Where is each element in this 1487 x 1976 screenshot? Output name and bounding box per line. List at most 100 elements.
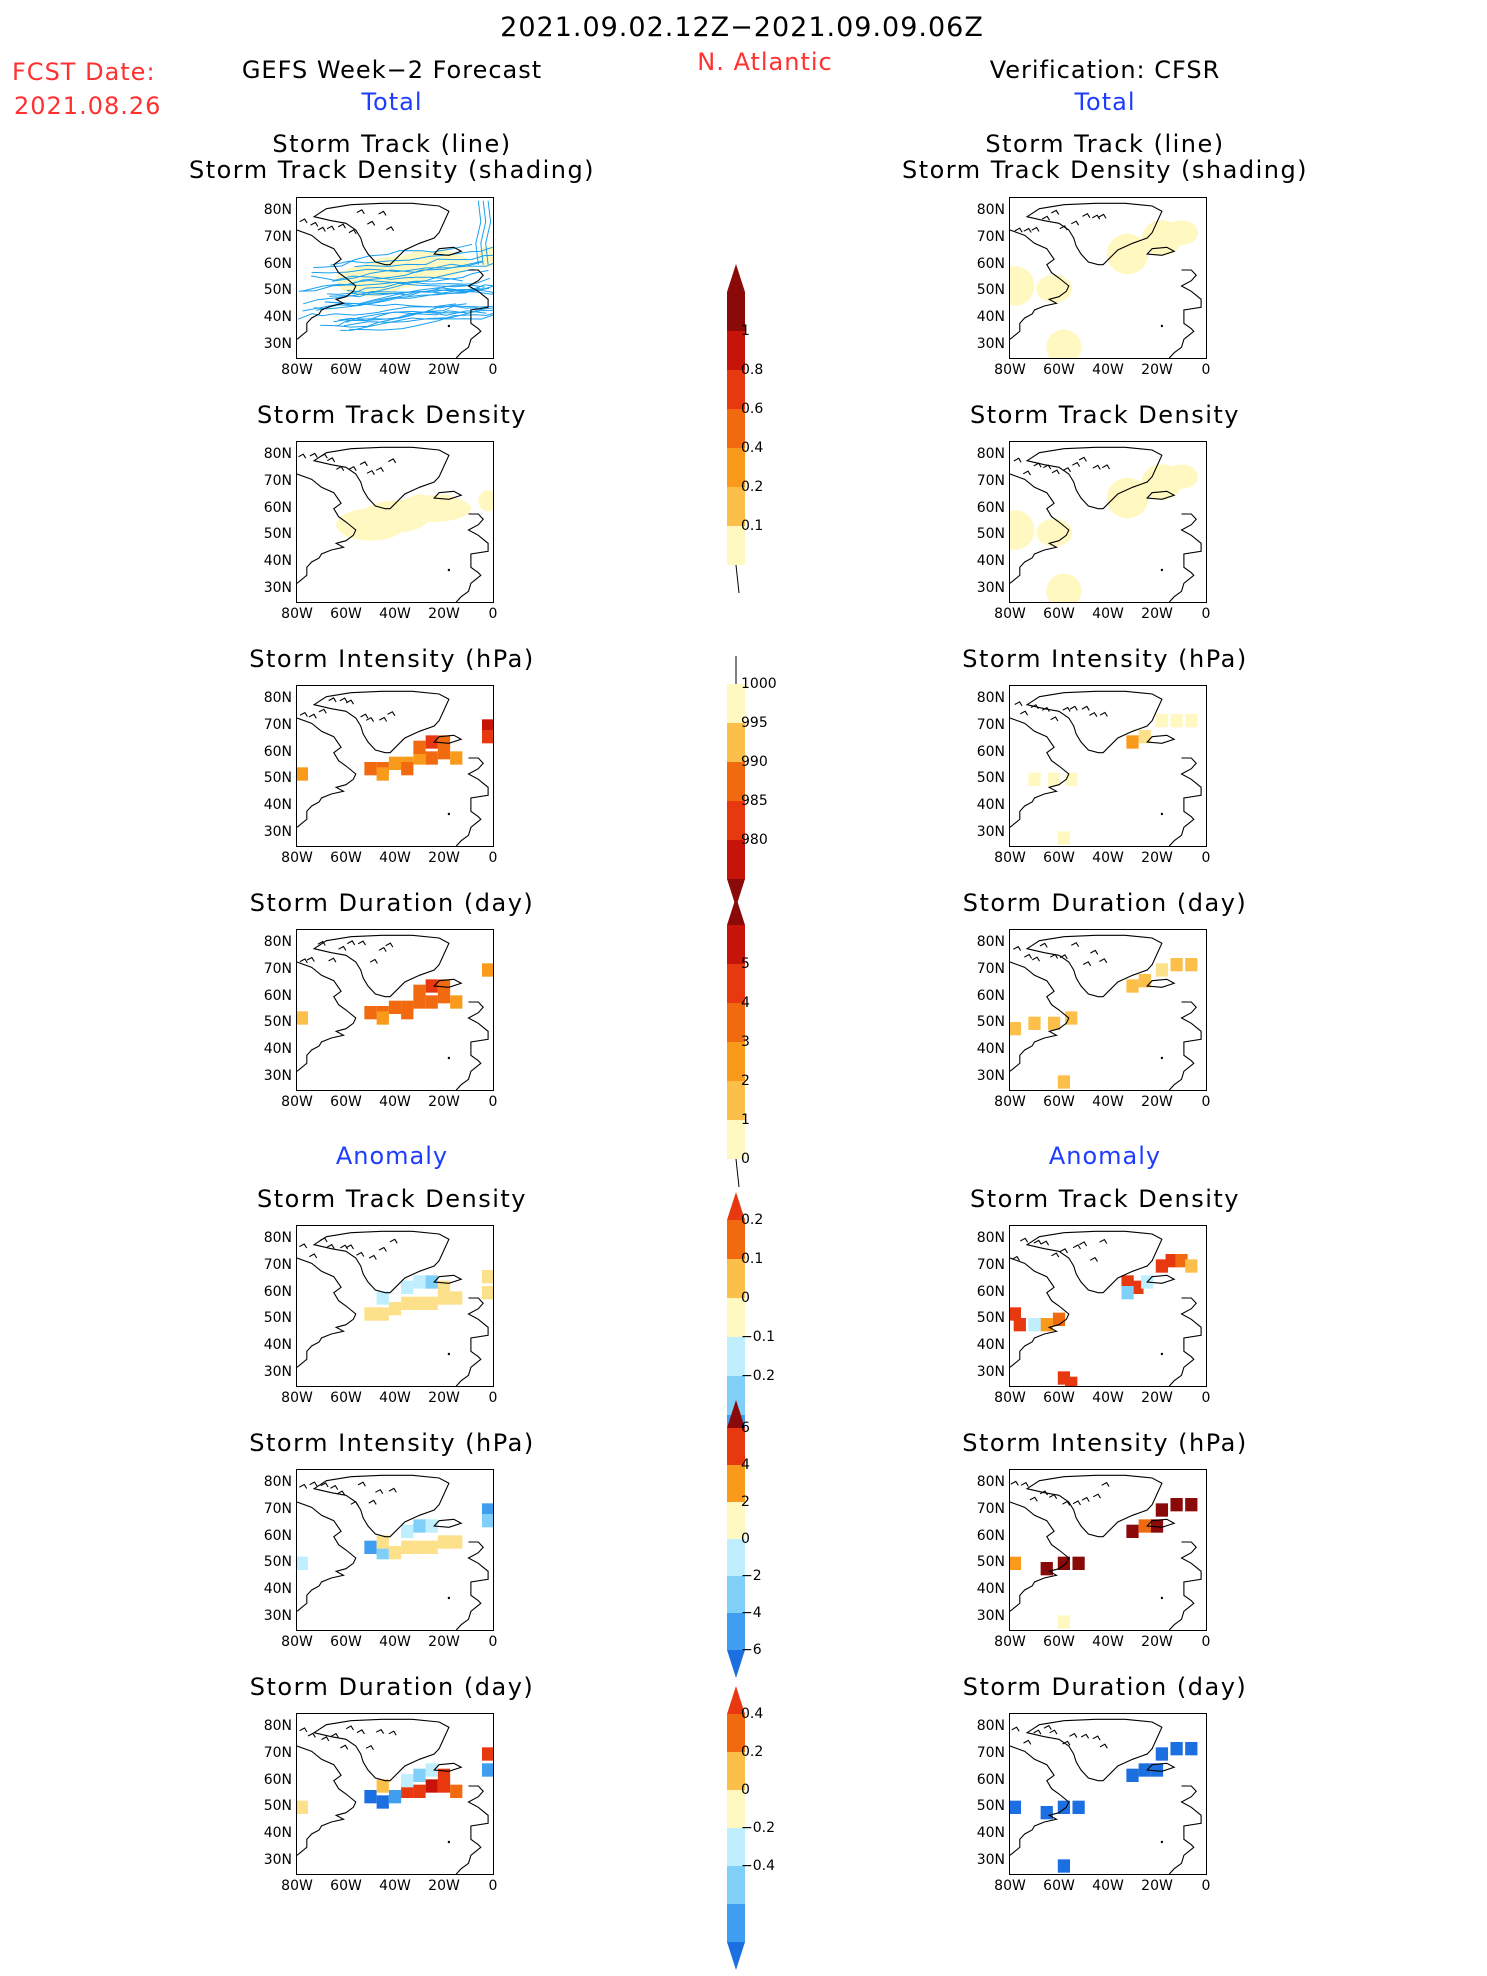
colorbar-cell <box>727 487 745 526</box>
grid-cell <box>376 1535 389 1549</box>
coastline <box>1062 467 1071 473</box>
grid-cell <box>425 751 438 765</box>
colorbar-extend-bottom <box>727 1650 745 1678</box>
grid-cell <box>1010 1556 1022 1570</box>
y-tick-label: 50N <box>976 1310 1005 1327</box>
x-tick-label: 80W <box>281 606 313 622</box>
coastline <box>312 934 450 998</box>
coastline <box>297 229 357 340</box>
coastline <box>312 1474 450 1538</box>
grid-cell <box>388 1790 402 1804</box>
grid-cell <box>425 1296 438 1310</box>
coastline <box>365 1744 374 1750</box>
y-tick-label: 50N <box>263 770 292 787</box>
coastline <box>297 1745 357 1856</box>
coastline <box>1168 513 1202 602</box>
grid-cell <box>481 1763 493 1777</box>
coastline <box>1092 464 1101 470</box>
y-tick-label: 40N <box>263 553 292 569</box>
storm-track-line <box>332 262 493 282</box>
colorbar-extend-top <box>727 1192 745 1220</box>
y-tick-label: 80N <box>263 690 292 707</box>
grid-cell <box>1028 1318 1041 1332</box>
density-shading <box>478 490 493 512</box>
y-tick-label: 70N <box>263 473 292 489</box>
coastline <box>367 220 376 226</box>
x-tick-label: 20W <box>428 1094 460 1110</box>
x-tick-label: 20W <box>1141 1390 1173 1406</box>
colorbar-tick-label: −0.4 <box>741 1858 775 1874</box>
coastline <box>1099 1238 1108 1244</box>
coastline <box>433 246 463 256</box>
y-tick-label: 50N <box>263 1554 292 1571</box>
y-tick-label: 70N <box>976 1501 1005 1517</box>
colorbar-svg <box>727 264 745 594</box>
grid-cell <box>1057 1075 1071 1089</box>
density-shading <box>1010 510 1035 550</box>
y-tick-label: 60N <box>263 1283 292 1300</box>
x-tick-label: 80W <box>281 1878 313 1894</box>
coastline <box>388 458 397 464</box>
grid-cell <box>376 1307 389 1321</box>
grid-cell <box>388 1000 402 1014</box>
grid-cell <box>1185 1259 1198 1273</box>
grid-cell <box>376 1011 389 1025</box>
grid-cell <box>425 1275 438 1289</box>
map-panel-fcst-intensity <box>296 685 494 847</box>
coastline <box>1071 220 1080 226</box>
island-dot <box>1160 1056 1164 1060</box>
grid-cell <box>481 1286 493 1300</box>
panel-title-intensity-anom-ver: Storm Intensity (hPa) <box>962 1429 1248 1457</box>
island-dot <box>447 1596 451 1600</box>
colorbar-tick-label: 4 <box>741 995 750 1011</box>
grid-cell <box>1170 958 1183 972</box>
y-tick-label: 70N <box>263 1501 292 1517</box>
y-tick-label: 70N <box>263 229 292 245</box>
colorbar-svg <box>727 1400 745 1678</box>
y-tick-label: 40N <box>263 309 292 325</box>
x-tick-label: 20W <box>428 1634 460 1650</box>
y-tick-label: 50N <box>976 282 1005 299</box>
coastline <box>1025 1474 1163 1538</box>
coastline <box>1049 1729 1058 1735</box>
x-tick-label: 20W <box>1141 850 1173 866</box>
colorbar-tick-label: 0.2 <box>741 1212 764 1228</box>
colorbar-cell <box>727 370 745 409</box>
grid-cell <box>401 762 414 776</box>
coastline <box>375 1728 385 1734</box>
colorbar <box>717 895 757 1193</box>
colorbar-tick-label: 2 <box>741 1073 750 1089</box>
y-tick-label: 30N <box>976 1067 1005 1084</box>
coastline <box>319 1237 328 1243</box>
storm-track-line <box>343 307 493 327</box>
y-tick-label: 60N <box>976 1527 1005 1544</box>
coastline <box>1020 1237 1029 1243</box>
coastline <box>1168 1785 1202 1874</box>
x-tick-label: 40W <box>1092 1878 1124 1894</box>
grid-cell <box>1185 958 1198 972</box>
colorbar-tick-label: 1000 <box>741 676 777 692</box>
y-tick-label: 60N <box>976 987 1005 1004</box>
coastline <box>1023 1739 1032 1745</box>
colorbar-tick-label: 0 <box>741 1151 750 1167</box>
grid-cell <box>437 1291 451 1305</box>
coastline <box>1099 1743 1108 1749</box>
colorbar-cell <box>727 1042 745 1081</box>
y-tick-label: 60N <box>263 743 292 760</box>
grid-cell <box>425 1519 438 1533</box>
colorbar-cell <box>727 1465 745 1502</box>
coastline <box>1101 464 1111 470</box>
coastline <box>317 226 326 232</box>
colorbar-tick-label: −0.2 <box>741 1820 775 1836</box>
storm-track-line <box>485 200 492 265</box>
panel-title-duration-ver: Storm Duration (day) <box>962 889 1248 917</box>
colorbar-tick-label: 0.6 <box>741 401 764 417</box>
coastline <box>309 1253 318 1259</box>
colorbar-cell <box>727 448 745 487</box>
density-shading <box>1165 464 1198 489</box>
coastline <box>378 1246 387 1252</box>
coastline <box>347 940 356 946</box>
colorbar-tick-label: 990 <box>741 754 768 770</box>
y-tick-label: 80N <box>976 690 1005 707</box>
island-dot <box>1160 812 1164 816</box>
